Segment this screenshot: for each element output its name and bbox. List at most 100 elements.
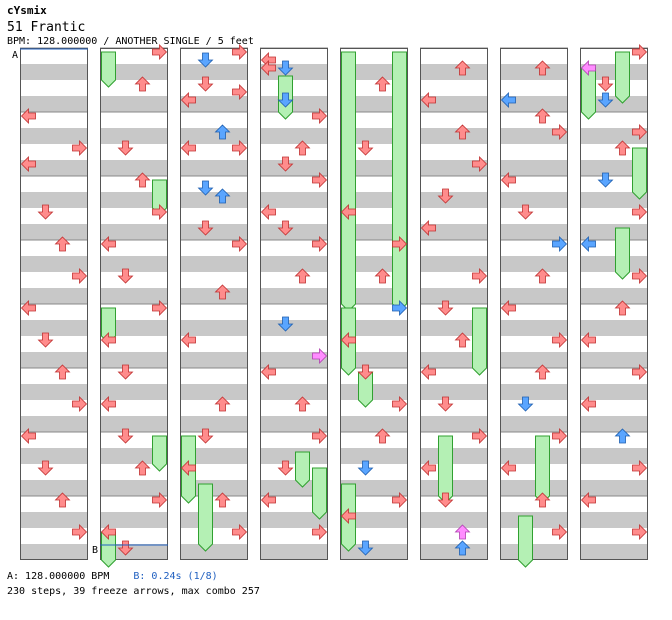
beat-stripe: [100, 512, 168, 528]
step-arrow: [180, 332, 196, 348]
beat-stripe: [260, 384, 328, 400]
beat-stripe: [420, 448, 488, 464]
step-arrow: [500, 92, 516, 108]
beat-stripe: [100, 384, 168, 400]
step-arrow: [500, 460, 516, 476]
beat-stripe: [20, 320, 88, 336]
beat-stripe: [180, 448, 248, 464]
beat-stripe: [100, 288, 168, 304]
freeze-arrow: [295, 451, 310, 488]
step-arrow: [180, 460, 196, 476]
step-arrow: [312, 524, 328, 540]
step-arrow: [454, 124, 471, 140]
step-arrow: [632, 124, 648, 140]
step-arrow: [597, 172, 614, 188]
step-arrow: [294, 396, 311, 412]
column-border: [580, 48, 648, 560]
step-arrow: [340, 508, 356, 524]
step-arrow: [260, 204, 276, 220]
beat-stripe: [180, 288, 248, 304]
freeze-arrow: [312, 467, 327, 520]
step-arrow: [197, 428, 214, 444]
beat-stripe: [340, 224, 408, 240]
beat-stripe: [500, 224, 568, 240]
marker-a: A: [12, 50, 18, 61]
beat-stripe: [20, 96, 88, 112]
beat-stripe: [20, 64, 88, 80]
step-arrow: [54, 492, 71, 508]
step-arrow: [454, 540, 471, 556]
beat-stripe: [500, 96, 568, 112]
beat-stripe: [500, 480, 568, 496]
step-arrow: [100, 524, 116, 540]
beat-stripe: [340, 256, 408, 272]
beat-stripe: [420, 288, 488, 304]
step-arrow: [100, 332, 116, 348]
step-arrow: [20, 156, 36, 172]
step-arrow: [312, 348, 328, 364]
beat-stripe: [260, 128, 328, 144]
step-arrow: [117, 268, 134, 284]
beat-stripe: [180, 96, 248, 112]
bpm-a-label: A: 128.000000 BPM: [7, 571, 110, 582]
beat-stripe: [340, 448, 408, 464]
beat-stripe: [180, 160, 248, 176]
step-arrow: [340, 332, 356, 348]
step-arrow: [420, 220, 436, 236]
step-arrow: [37, 204, 54, 220]
freeze-layer: [101, 51, 647, 568]
step-arrow: [152, 492, 168, 508]
step-arrow: [552, 428, 568, 444]
step-arrow: [580, 332, 596, 348]
step-arrow: [517, 396, 534, 412]
beat-stripe: [420, 416, 488, 432]
beat-stripe: [180, 352, 248, 368]
step-arrow: [597, 92, 614, 108]
step-arrow: [580, 396, 596, 412]
beat-stripe: [180, 320, 248, 336]
step-arrow: [260, 492, 276, 508]
beat-stripe: [260, 192, 328, 208]
freeze-arrow: [472, 307, 487, 376]
beat-stripe: [100, 160, 168, 176]
beat-stripe: [500, 160, 568, 176]
beat-stripe: [500, 128, 568, 144]
beat-stripe: [420, 64, 488, 80]
step-arrow: [357, 364, 374, 380]
step-arrow: [100, 236, 116, 252]
beat-stripe: [20, 224, 88, 240]
beat-stripe: [340, 384, 408, 400]
beat-stripe: [500, 64, 568, 80]
beat-stripe: [100, 192, 168, 208]
beat-stripe: [500, 288, 568, 304]
beat-stripe: [340, 352, 408, 368]
song-artist: cYsmix: [7, 4, 47, 17]
step-arrow: [500, 172, 516, 188]
step-arrow: [312, 108, 328, 124]
beat-stripe: [420, 192, 488, 208]
step-arrow: [420, 460, 436, 476]
beat-stripe: [580, 160, 648, 176]
column-border: [260, 48, 328, 560]
beat-stripe: [100, 224, 168, 240]
beat-stripe: [20, 384, 88, 400]
freeze-arrow: [518, 515, 533, 568]
beat-stripe: [20, 256, 88, 272]
beat-stripe: [260, 96, 328, 112]
step-arrow: [454, 332, 471, 348]
step-arrow: [72, 396, 88, 412]
beat-stripe: [580, 416, 648, 432]
beat-stripe: [500, 352, 568, 368]
step-arrow: [232, 236, 248, 252]
step-arrow: [134, 76, 151, 92]
step-arrow: [152, 44, 168, 60]
step-arrow: [632, 460, 648, 476]
column-border: [500, 48, 568, 560]
step-arrow: [357, 460, 374, 476]
beat-stripe: [180, 544, 248, 560]
beat-stripe: [420, 352, 488, 368]
beat-stripe: [340, 128, 408, 144]
beat-stripe: [580, 544, 648, 560]
beat-stripe: [580, 256, 648, 272]
beat-stripe: [420, 160, 488, 176]
